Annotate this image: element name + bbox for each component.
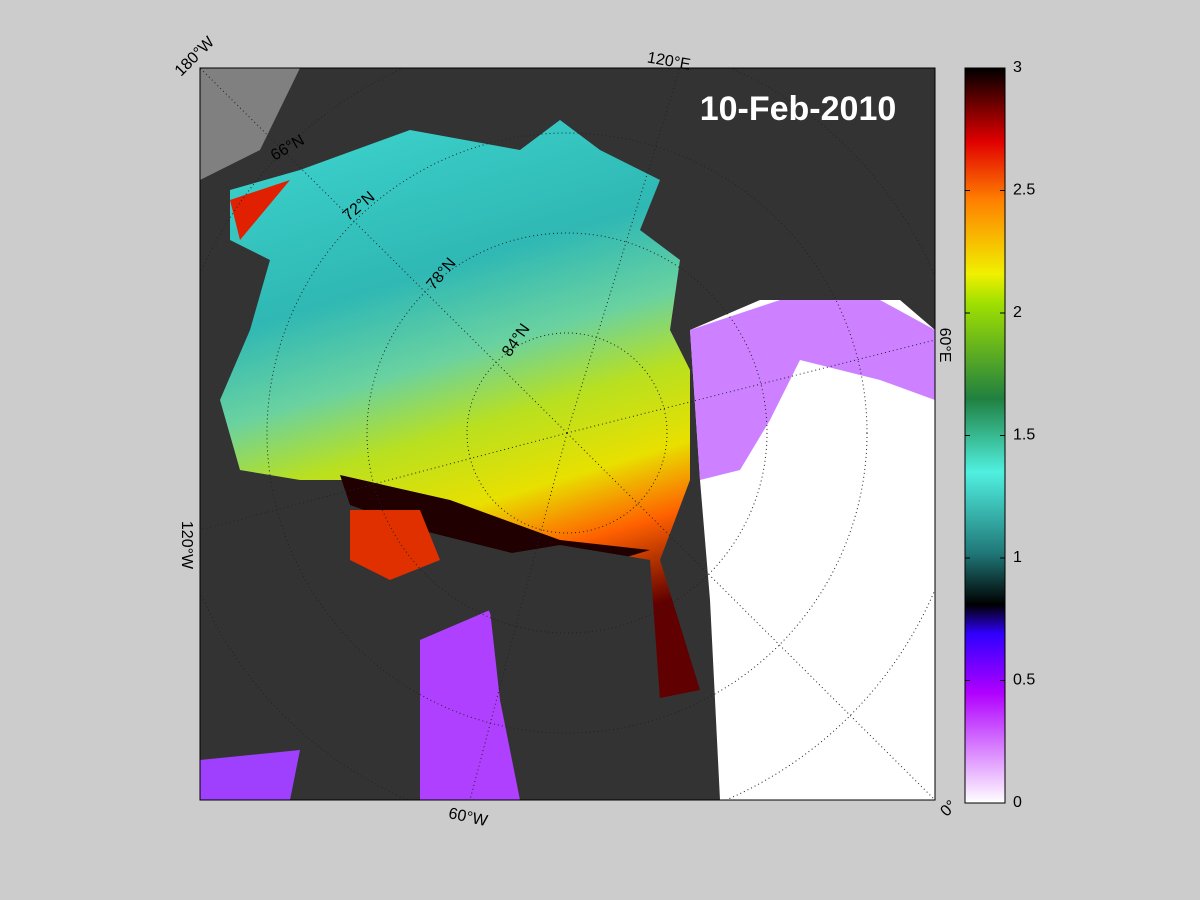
map-frame bbox=[199, 67, 936, 801]
land-edge bbox=[200, 68, 300, 180]
map-area bbox=[200, 68, 935, 800]
lon-label: 120°W bbox=[178, 521, 195, 570]
archipelago-ice bbox=[350, 510, 440, 580]
colorbar-tick-label: 3 bbox=[1013, 59, 1022, 76]
date-label: 10-Feb-2010 bbox=[700, 90, 897, 128]
colorbar-ticks: 0 0.5 1 1.5 2 2.5 3 bbox=[965, 59, 1035, 811]
colorbar-tick-label: 0.5 bbox=[1013, 672, 1035, 689]
colorbar bbox=[964, 67, 1006, 804]
colorbar-tick-label: 0 bbox=[1013, 794, 1022, 811]
graticule bbox=[200, 68, 935, 800]
colorbar-tick-label: 2 bbox=[1013, 304, 1022, 321]
colorbar-tick-label: 1.5 bbox=[1013, 427, 1035, 444]
thick-ice bbox=[230, 180, 290, 240]
colorbar-tick-label: 2.5 bbox=[1013, 182, 1035, 199]
hudson-ice bbox=[200, 750, 300, 800]
baffin-ice bbox=[420, 610, 520, 800]
lon-label: 60°W bbox=[447, 805, 490, 830]
thin-ice bbox=[690, 300, 935, 480]
lon-label: 60°E bbox=[936, 328, 953, 363]
lon-label: 0° bbox=[937, 797, 960, 820]
greenland bbox=[470, 545, 660, 800]
thick-ice bbox=[340, 475, 650, 565]
colorbar-tick-label: 1 bbox=[1013, 549, 1022, 566]
